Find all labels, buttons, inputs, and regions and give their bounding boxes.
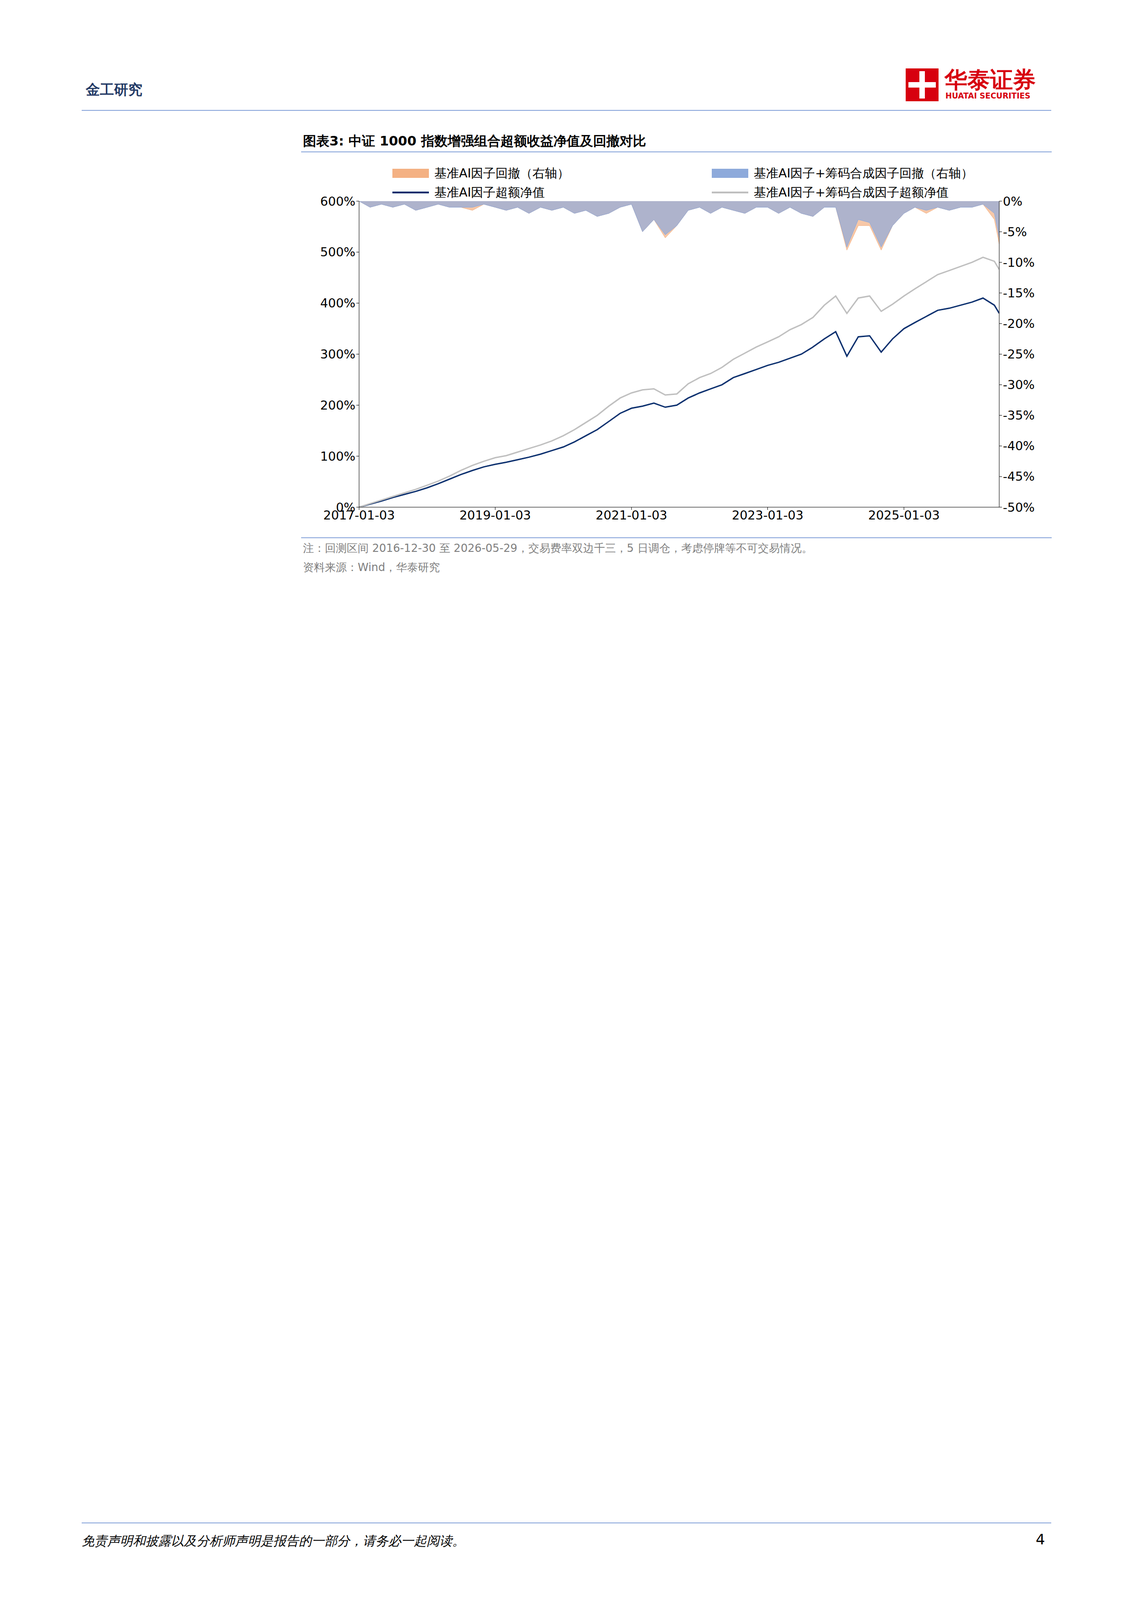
- svg-text:-50%: -50%: [1002, 500, 1035, 515]
- html-text:免责声明和披露以及分析师声明是报告的一部分，请务必一起阅读。: 免责声明和披露以及分析师声明是报告的一部分，请务必一起阅读。: [81, 1533, 465, 1550]
- svg-text:-20%: -20%: [1002, 316, 1035, 331]
- html-text:金工研究: 金工研究: [85, 81, 143, 98]
- svg-text:2023-01-03: 2023-01-03: [731, 508, 804, 523]
- svg-text:600%: 600%: [320, 194, 356, 209]
- svg-text:100%: 100%: [320, 449, 356, 464]
- html-text:注：回测区间 2016-12-30 至 2026-05-29: 注：回测区间 2016-12-30 至 2026-05-29，交易费率双边千三，…: [302, 542, 813, 555]
- svg-text:400%: 400%: [320, 296, 356, 311]
- html-text:基准AI因子超额净值: 基准AI因子超额净值: [434, 185, 545, 200]
- html-text:图表3: 中证 1000 指数增强组合超额收益净值及回撤对比: 图表3: 中证 1000 指数增强组合超额收益净值及回撤对比: [302, 133, 646, 149]
- svg-text:300%: 300%: [320, 347, 356, 362]
- svg-text:-25%: -25%: [1002, 347, 1035, 362]
- html-text:基准AI因子+筹码合成因子回撤（右轴）: 基准AI因子+筹码合成因子回撤（右轴）: [753, 166, 974, 181]
- svg-text:0%: 0%: [335, 500, 356, 515]
- svg-text:-5%: -5%: [1002, 224, 1028, 240]
- html-text:HUATAI SECURITIES: HUATAI SECURITIES: [945, 91, 1031, 101]
- svg-text:200%: 200%: [320, 398, 356, 413]
- html-text:资料来源：Wind，华泰研究: 资料来源：Wind，华泰研究: [302, 561, 440, 574]
- html-text:基准AI因子回撤（右轴）: 基准AI因子回撤（右轴）: [434, 166, 570, 181]
- svg-text:-40%: -40%: [1002, 438, 1035, 454]
- svg-text:0%: 0%: [1002, 194, 1023, 209]
- html-text:基准AI因子+筹码合成因子超额净值: 基准AI因子+筹码合成因子超额净值: [753, 185, 949, 200]
- svg-text:-10%: -10%: [1002, 255, 1035, 270]
- svg-text:-45%: -45%: [1002, 469, 1035, 484]
- svg-text:2017-01-03: 2017-01-03: [323, 508, 396, 523]
- svg-text:-15%: -15%: [1002, 286, 1035, 301]
- svg-text:2021-01-03: 2021-01-03: [595, 508, 668, 523]
- html-text:4: 4: [1035, 1531, 1046, 1549]
- svg-text:2019-01-03: 2019-01-03: [459, 508, 532, 523]
- svg-text:2025-01-03: 2025-01-03: [868, 508, 940, 523]
- svg-text:-35%: -35%: [1002, 408, 1035, 423]
- html-text:华泰证券: 华泰证券: [944, 66, 1036, 94]
- svg-text:500%: 500%: [320, 245, 356, 260]
- svg-text:-30%: -30%: [1002, 377, 1035, 392]
